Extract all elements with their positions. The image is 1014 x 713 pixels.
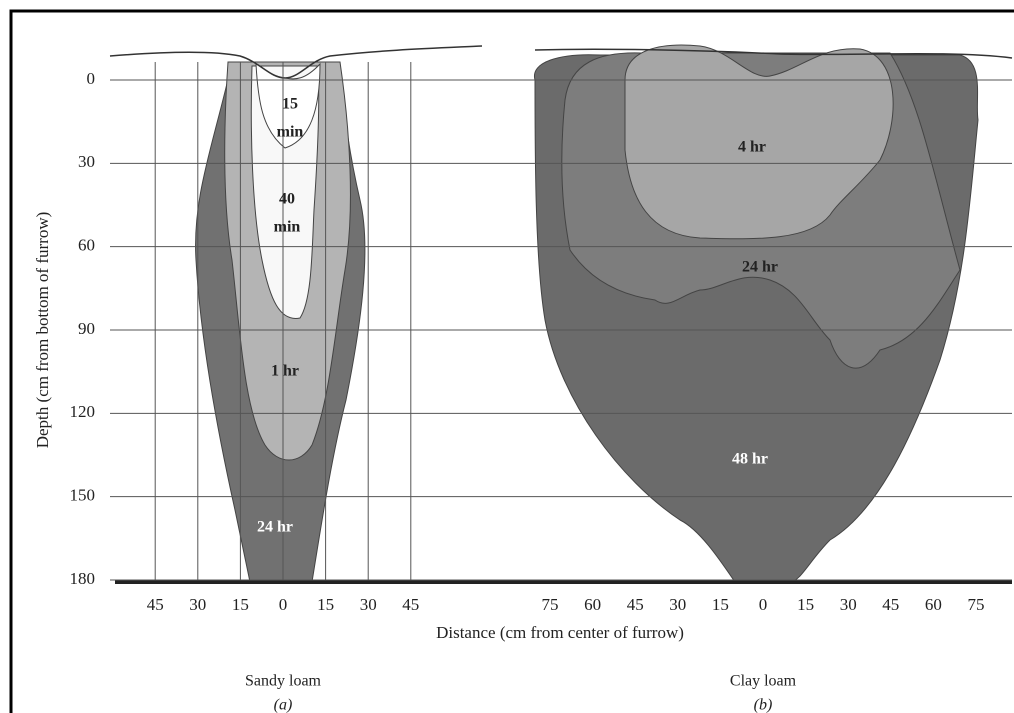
x-tick-label: 0 xyxy=(759,595,768,614)
x-tick-label: 75 xyxy=(542,595,559,614)
x-tick-label: 30 xyxy=(360,595,377,614)
x-tick-label: 15 xyxy=(712,595,729,614)
panel-name: Sandy loam xyxy=(245,673,322,690)
x-tick-label: 45 xyxy=(882,595,899,614)
x-tick-label: 45 xyxy=(147,595,164,614)
zone-label: 4 hr xyxy=(738,139,766,156)
y-tick-label: 30 xyxy=(78,152,95,171)
y-axis-label: Depth (cm from bottom of furrow) xyxy=(33,212,52,449)
zone-label: 1 hr xyxy=(271,363,299,380)
zone-label: min xyxy=(274,219,301,236)
x-tick-label: 45 xyxy=(402,595,419,614)
zone-label: 15 xyxy=(282,96,298,113)
x-tick-label: 30 xyxy=(669,595,686,614)
y-tick-label: 0 xyxy=(87,69,96,88)
y-tick-label: 180 xyxy=(70,569,96,588)
y-tick-label: 150 xyxy=(70,486,96,505)
x-axis-label: Distance (cm from center of furrow) xyxy=(436,623,684,642)
zone-label: 40 xyxy=(279,191,295,208)
panel-name: Clay loam xyxy=(730,673,797,690)
panel-tag: (b) xyxy=(754,697,773,713)
x-tick-label: 15 xyxy=(317,595,334,614)
y-tick-label: 60 xyxy=(78,236,95,255)
x-tick-label: 0 xyxy=(279,595,288,614)
x-tick-label: 60 xyxy=(584,595,601,614)
x-tick-label: 45 xyxy=(627,595,644,614)
y-tick-label: 90 xyxy=(78,319,95,338)
x-tick-label: 15 xyxy=(232,595,249,614)
x-tick-label: 75 xyxy=(968,595,985,614)
zone-label: min xyxy=(277,124,304,141)
x-tick-label: 30 xyxy=(189,595,206,614)
zone-label: 24 hr xyxy=(742,259,778,276)
x-tick-label: 30 xyxy=(840,595,857,614)
panel-tag: (a) xyxy=(274,697,293,713)
x-tick-label: 15 xyxy=(797,595,814,614)
y-tick-label: 120 xyxy=(70,402,96,421)
figure: 0306090120150180Depth (cm from bottom of… xyxy=(0,0,1014,713)
zone-label: 24 hr xyxy=(257,519,293,536)
x-tick-label: 60 xyxy=(925,595,942,614)
zone-label: 48 hr xyxy=(732,451,768,468)
